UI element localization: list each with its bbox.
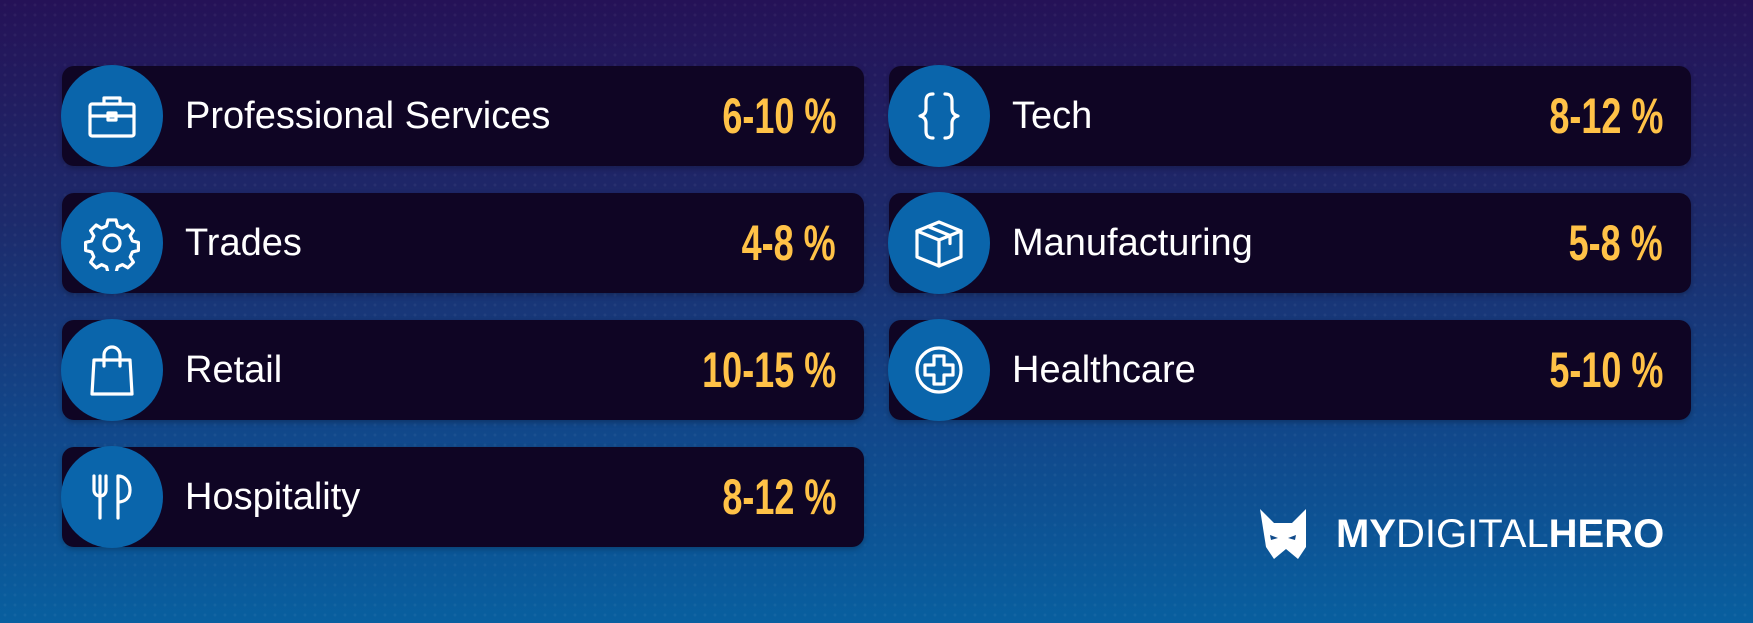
- sector-card-manufacturing: Manufacturing 5-8 %: [888, 192, 1691, 294]
- sector-label: Healthcare: [1012, 349, 1196, 391]
- sector-card-trades: Trades 4-8 %: [61, 192, 864, 294]
- medical-cross-icon: [888, 319, 990, 421]
- sector-value: 4-8 %: [741, 215, 836, 271]
- sector-value: 5-10 %: [1548, 342, 1663, 398]
- logo-wordmark: MYDIGITALHERO: [1336, 512, 1664, 557]
- sector-label: Retail: [185, 349, 283, 391]
- code-braces-icon: [888, 65, 990, 167]
- box-icon: [888, 192, 990, 294]
- sector-label: Tech: [1012, 95, 1093, 137]
- fork-knife-icon: [61, 446, 163, 548]
- logo-part-hero: HERO: [1548, 511, 1665, 556]
- sector-card-retail: Retail 10-15 %: [61, 319, 864, 421]
- briefcase-icon: [61, 65, 163, 167]
- sector-label: Trades: [185, 222, 302, 264]
- logo-part-digital: DIGITAL: [1396, 511, 1549, 556]
- mydigitalhero-logo: MYDIGITALHERO: [1258, 503, 1664, 565]
- sector-value: 5-8 %: [1568, 215, 1663, 271]
- sector-value: 10-15 %: [701, 342, 836, 398]
- sector-card-tech: Tech 8-12 %: [888, 65, 1691, 167]
- sector-label: Hospitality: [185, 476, 361, 518]
- gear-icon: [61, 192, 163, 294]
- sector-card-hospitality: Hospitality 8-12 %: [61, 446, 864, 548]
- sector-card-healthcare: Healthcare 5-10 %: [888, 319, 1691, 421]
- sector-label: Manufacturing: [1012, 222, 1253, 264]
- hero-mask-icon: [1260, 509, 1306, 559]
- shopping-bag-icon: [61, 319, 163, 421]
- logo-part-my: MY: [1336, 511, 1396, 556]
- sector-card-professional-services: Professional Services 6-10 %: [61, 65, 864, 167]
- sector-value: 6-10 %: [721, 88, 836, 144]
- sector-value: 8-12 %: [721, 469, 836, 525]
- sector-label: Professional Services: [185, 95, 551, 137]
- sector-value: 8-12 %: [1548, 88, 1663, 144]
